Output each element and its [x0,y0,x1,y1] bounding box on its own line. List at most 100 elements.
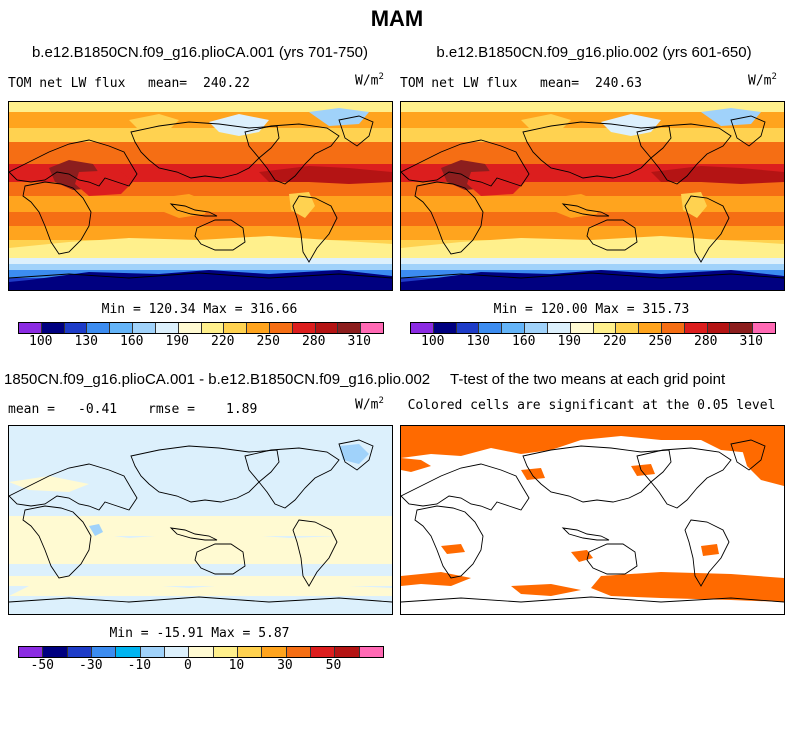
asia-convective [75,170,133,196]
field-band [9,102,392,112]
subtropic-high-flux [259,166,392,184]
coastline [586,219,638,251]
negative-diff-spot [89,524,103,536]
colorbar-tick-label: 250 [648,334,672,349]
field-band [401,258,784,264]
coastline [684,195,730,263]
colorbar-swatch [269,323,293,333]
positive-diff-south [9,582,392,596]
colorbar-bottom-left [18,646,384,658]
positive-diff-band [9,530,392,552]
field-band [9,226,392,240]
units-exp-top-left: 2 [378,72,384,82]
colorbar-swatch [639,323,662,333]
significant-greenland [741,444,784,486]
coastline [636,447,732,509]
greenland-low-flux [701,108,761,126]
colorbar-swatch [87,323,111,333]
colorbar-swatch [547,323,571,333]
coastline [401,272,784,279]
significant-region [521,468,545,480]
colorbar-tick-label: 310 [347,334,371,349]
field-band [9,426,392,456]
colorbar-tick-label: 130 [74,334,98,349]
colorbar-swatch [286,647,311,657]
map-top-right [400,101,785,291]
coastline [9,139,138,187]
siberia-band [521,114,571,130]
colorbar-swatch [201,323,225,333]
significant-region [401,572,471,586]
coastline [522,445,672,503]
field-band [401,102,784,112]
colorbar-swatch [140,647,165,657]
colorbar-swatch [189,647,214,657]
panel-title-bottom-left: 1850CN.f09_g16.plioCA.001 - b.e12.B1850C… [4,371,431,388]
colorbar-swatch [41,323,65,333]
coastline [561,527,610,541]
rmse-label-bottom-left: rmse = [148,402,195,417]
coastline [414,181,484,255]
colorbar-swatch [237,647,263,657]
coastline [244,123,340,185]
map-svg-bottom-right [401,426,784,614]
greenland-low-flux [309,108,369,126]
coastline [401,596,784,603]
coastline [22,181,92,255]
field-band [9,258,392,264]
colorbar-swatch [361,323,383,333]
colorbar-tick-label: 100 [421,334,445,349]
midlat-band [9,236,392,254]
coastline [730,115,766,147]
panel-title-top-right: b.e12.B1850CN.f09_g16.plio.002 (yrs 601-… [436,44,752,61]
panel-subtitle-bottom-right: Colored cells are significant at the 0.0… [407,398,776,413]
colorbar-swatch [411,323,434,333]
panel-title-bottom-right: T-test of the two means at each grid poi… [450,371,726,388]
stats-top-left: Min = 120.34 Max = 316.66 [101,302,298,317]
antarctic-low-flux [9,270,392,290]
colorbar-tick-label: 10 [228,658,245,673]
colorbar-tick-label: 190 [557,334,581,349]
colorbar-tick-label: 190 [165,334,189,349]
units-base-top-right: W/m [748,73,772,89]
asia-convective [467,170,525,196]
mean-label-bottom-left: mean = [8,402,55,417]
coastline [684,519,730,587]
page-title: MAM [370,6,424,31]
field-band [9,576,392,586]
coastline [169,203,218,217]
coastline [9,463,138,511]
colorbar-swatch [178,323,202,333]
mean-value-top-right: 240.63 [595,76,642,91]
coastline [730,439,766,471]
coastline [194,543,246,575]
units-base-top-left: W/m [355,73,379,89]
colorbar-tick-label: 50 [325,658,342,673]
colorbar-tick-label: 280 [302,334,326,349]
negative-diff-greenland [339,444,369,464]
coastline [338,115,374,147]
field-band [9,128,392,142]
coastline [9,272,392,279]
colorbar-swatch [110,323,134,333]
colorbar-swatch [155,323,179,333]
colorbar-swatch [456,323,480,333]
map-svg-top-left [9,102,392,290]
coastline [292,519,338,587]
significant-region [701,544,719,556]
significant-region [631,464,655,476]
colorbar-swatch [684,323,708,333]
panel-title-top-left: b.e12.B1850CN.f09_g16.plioCA.001 (yrs 70… [31,44,369,61]
colorbar-swatch [310,647,336,657]
colorbar-swatch [335,647,360,657]
colorbar-tick-label: 0 [183,658,192,673]
mean-label-top-left: mean= [148,76,188,91]
coastline [244,447,340,509]
subtropic-high-flux [651,166,784,184]
colorbar-swatch [19,647,44,657]
colorbar-ticks-top-left: 100 130 160 190 220 250 280 310 [18,334,382,349]
colorbar-swatch [224,323,248,333]
variable-label-top-left: TOM net LW flux [8,76,126,91]
colorbar-tick-label: 160 [120,334,144,349]
field-band [401,226,784,240]
